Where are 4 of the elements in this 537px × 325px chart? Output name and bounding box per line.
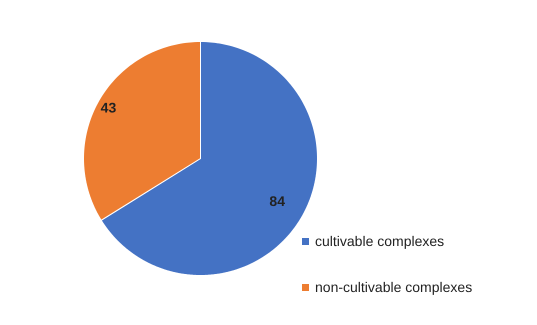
data-label: 43 — [100, 99, 116, 116]
legend-label: non-cultivable complexes — [315, 279, 472, 295]
legend-label: cultivable complexes — [315, 233, 444, 249]
data-label: 84 — [269, 193, 286, 210]
